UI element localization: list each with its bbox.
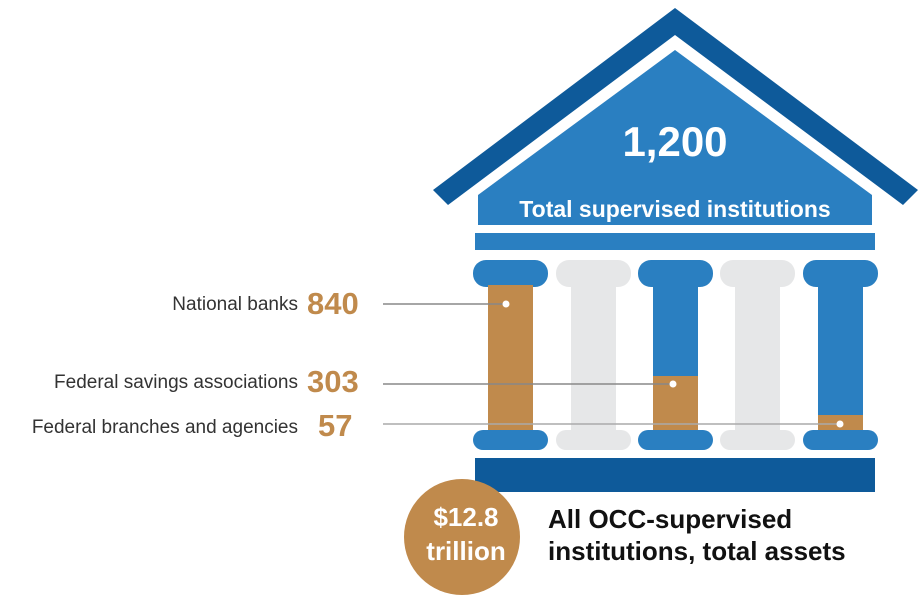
assets-label: All OCC-supervised bbox=[548, 504, 792, 534]
shaft bbox=[735, 285, 780, 432]
base bbox=[720, 430, 795, 450]
base bbox=[473, 430, 548, 450]
capital bbox=[473, 260, 548, 287]
base bbox=[638, 430, 713, 450]
assets-badge bbox=[404, 479, 520, 595]
capital bbox=[638, 260, 713, 287]
segment-value: 840 bbox=[307, 286, 359, 321]
pediment bbox=[478, 50, 872, 225]
shaft bbox=[488, 285, 533, 432]
shaft bbox=[818, 285, 863, 416]
shaft bbox=[571, 285, 616, 432]
segment-value: 57 bbox=[318, 408, 352, 443]
segment-value: 303 bbox=[307, 364, 359, 399]
base bbox=[803, 430, 878, 450]
assets-unit: trillion bbox=[426, 536, 505, 566]
base bbox=[556, 430, 631, 450]
total-label: Total supervised institutions bbox=[519, 196, 830, 222]
shaft bbox=[653, 285, 698, 377]
assets-amount: $12.8 bbox=[433, 502, 498, 532]
assets-label: institutions, total assets bbox=[548, 536, 846, 566]
entablature bbox=[475, 233, 875, 250]
leader-dot bbox=[836, 420, 844, 428]
segment-label: Federal savings associations bbox=[54, 372, 298, 393]
foundation bbox=[475, 458, 875, 492]
total-value: 1,200 bbox=[622, 118, 727, 165]
pillars bbox=[473, 260, 878, 450]
leader-dot bbox=[669, 380, 677, 388]
segment-label: Federal branches and agencies bbox=[32, 417, 298, 438]
capital bbox=[803, 260, 878, 287]
capital bbox=[556, 260, 631, 287]
leader-dot bbox=[502, 300, 510, 308]
segment-label: National banks bbox=[172, 294, 298, 315]
capital bbox=[720, 260, 795, 287]
